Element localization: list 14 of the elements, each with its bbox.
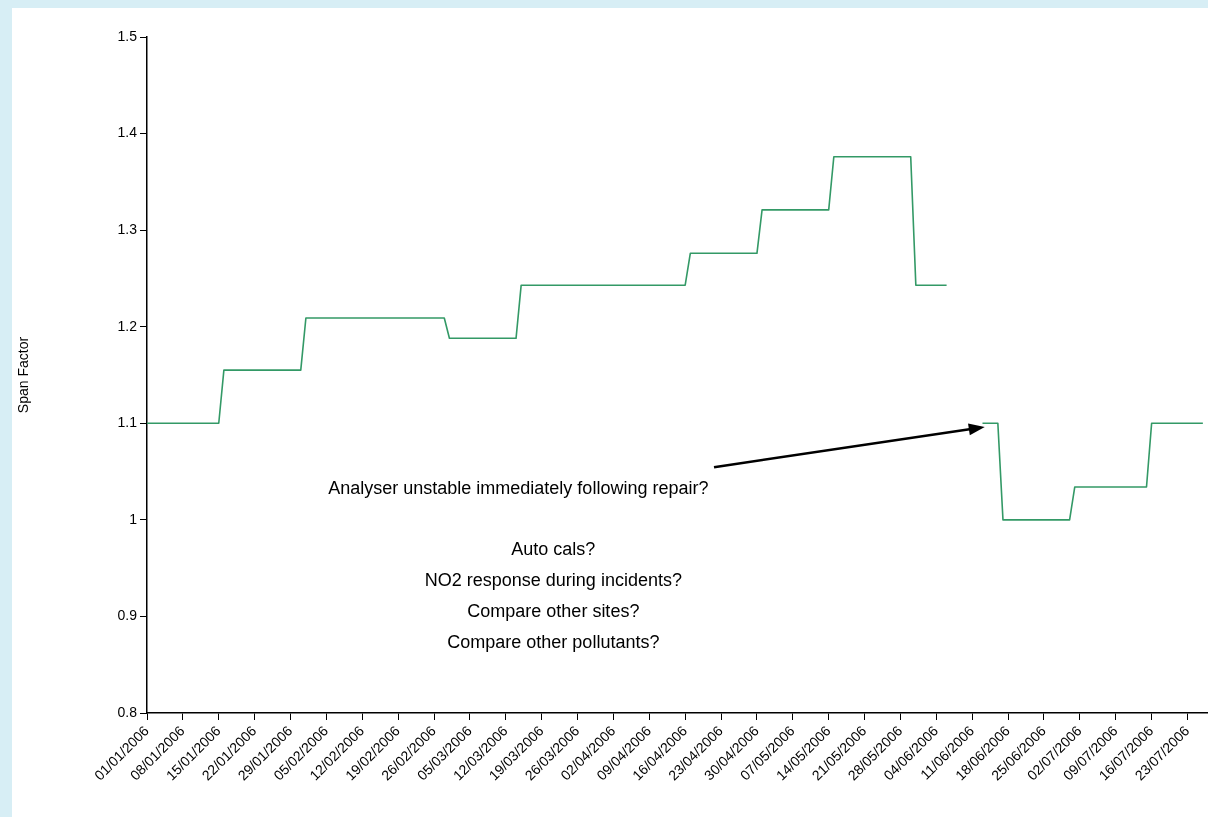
annotation: Auto cals? [511, 539, 596, 560]
y-tick-label: 1 [129, 510, 138, 527]
y-axis-title: Span Factor [15, 336, 32, 414]
y-tick-label: 1.2 [117, 317, 138, 334]
y-tick-label: 1.1 [117, 414, 138, 431]
y-tick-label: 1.3 [117, 221, 138, 237]
annotation: NO2 response during incidents? [424, 570, 682, 591]
annotation: Compare other sites? [467, 601, 640, 622]
annotation: Compare other pollutants? [447, 632, 660, 653]
y-tick-label: 0.8 [117, 703, 138, 720]
y-tick-label: 1.4 [117, 124, 138, 141]
y-tick-label: 1.5 [117, 27, 138, 44]
annotation: Analyser unstable immediately following repair? [328, 478, 709, 499]
y-tick-label: 0.9 [117, 607, 138, 624]
